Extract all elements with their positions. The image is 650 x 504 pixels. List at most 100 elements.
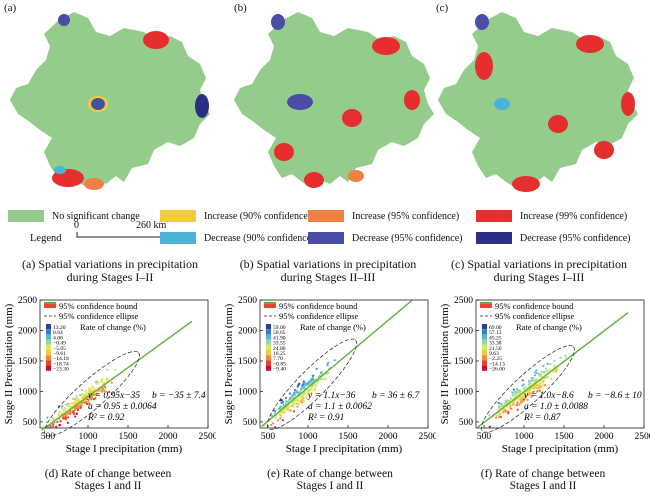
scatter-point: [294, 389, 297, 392]
scatter-point: [285, 400, 288, 403]
scatter-point: [509, 405, 512, 408]
scatter-point: [555, 370, 558, 373]
map-c-letter: (c): [436, 2, 449, 14]
scatter-point: [71, 409, 74, 412]
confidence-ellipse: [266, 338, 358, 430]
colorbar-cell: [482, 350, 487, 356]
colorbar-cell: [46, 329, 51, 335]
colorbar-label: −23.30: [53, 367, 69, 373]
scatter-point: [94, 393, 98, 396]
caption-a-line2: during Stages I–II: [66, 270, 154, 284]
scatter-point: [78, 393, 82, 397]
legend-bound-label: 95% confidence bound: [495, 301, 574, 311]
x-tick-label: 2500: [419, 432, 437, 442]
fit-a: a = 0.95 ± 0.0064: [88, 402, 157, 412]
scatter-point: [77, 405, 80, 408]
scatter-point: [62, 417, 65, 420]
scatter-point: [509, 407, 512, 410]
colorbar-cell: [46, 344, 51, 350]
scatter-point: [270, 414, 273, 417]
scatter-point: [538, 389, 541, 392]
scatter-point: [75, 412, 78, 416]
scatter-point: [511, 391, 514, 394]
caption-d-line2: Stages I and II: [74, 480, 142, 492]
plot-frame: [39, 299, 209, 429]
scatter-point: [530, 377, 533, 380]
colorbar-label: 45.25: [489, 335, 502, 341]
x-tick-label: 2000: [379, 432, 398, 442]
scatter-point: [82, 394, 85, 397]
scatter-point: [310, 386, 313, 389]
colorbar-label: −14.18: [53, 356, 69, 362]
x-tick-label: 500: [477, 432, 492, 442]
scatter-point: [67, 416, 70, 419]
scatter-point: [302, 380, 305, 383]
legend-inc95: Increase (95% confidence): [308, 210, 459, 222]
confidence-ellipse: [481, 345, 575, 433]
scatter-point: [530, 379, 533, 382]
scatter-point: [546, 376, 549, 379]
x-tick-label: 2000: [159, 432, 178, 442]
scatter-point: [52, 423, 55, 426]
colorbar-cell: [266, 355, 271, 361]
scatter-point: [541, 383, 544, 386]
scatter-point: [276, 419, 279, 422]
scale-end: 260 km: [136, 220, 167, 231]
colorbar-label: 59.00: [273, 325, 286, 331]
scatter-point: [89, 388, 92, 392]
scatter-point: [542, 371, 545, 374]
scatter-point: [507, 399, 510, 402]
y-tick-label: 2000: [238, 326, 257, 336]
scatter-point: [279, 417, 282, 420]
scatter-point: [75, 394, 78, 397]
scatter-point: [298, 390, 301, 394]
scatter-point: [524, 396, 527, 399]
scatter-point: [539, 375, 542, 378]
scatter-point: [296, 405, 299, 408]
caption-e: (e) Rate of change between Stages I and …: [222, 468, 438, 492]
y-axis-label: Stage II Precipitation (mm): [3, 303, 15, 424]
scale-start: 0: [74, 220, 79, 231]
map-b: (b): [228, 2, 438, 198]
scatter-point: [550, 377, 553, 381]
scatter-point: [74, 415, 77, 418]
scatter-point: [518, 403, 521, 406]
scatter-point: [85, 401, 88, 404]
caption-c-line1: (c) Spatial variations in precipitation: [451, 257, 627, 271]
scatter-point: [530, 391, 533, 394]
scatter-point: [76, 400, 79, 403]
map-a-letter: (a): [4, 2, 17, 14]
scatter-point: [292, 410, 296, 413]
scatter-point: [46, 416, 49, 419]
legend-swatch-green: [8, 210, 44, 222]
legend-inc99: Increase (99% confidence): [476, 210, 627, 222]
scatter-point: [501, 405, 504, 408]
confidence-ellipse: [44, 351, 140, 437]
caption-b-line2: during Stages II–III: [280, 270, 376, 284]
scatter-point: [511, 403, 514, 407]
scatter-point: [89, 390, 92, 394]
scatter-point: [94, 380, 97, 384]
colorbar-cell: [46, 360, 51, 366]
legend-ellipse-label: 95% confidence ellipse: [495, 311, 575, 321]
scatter-point: [526, 392, 529, 395]
scatter-point: [302, 393, 305, 397]
scatter-point: [535, 386, 538, 389]
legend-ellipse-label: 95% confidence ellipse: [59, 311, 139, 321]
scatter-point: [279, 413, 282, 416]
colorbar-title: Rate of change (%): [300, 322, 366, 332]
legend-dec95-b-label: Decrease (95% confidence): [520, 232, 631, 244]
scatter-point: [297, 397, 300, 400]
legend-bound-swatch-top: [264, 302, 276, 304]
legend-swatch-purple: [308, 232, 344, 244]
scatter-point: [114, 368, 117, 371]
scatter-point: [98, 389, 101, 392]
map-c-graphic: [438, 12, 638, 192]
scatter-point: [42, 425, 45, 429]
scatter-point: [71, 402, 74, 405]
scatter-point: [535, 369, 538, 372]
plot-frame: [259, 299, 429, 429]
scatter-point: [91, 385, 94, 388]
scatter-point: [518, 397, 521, 400]
scatter-point: [284, 402, 288, 405]
